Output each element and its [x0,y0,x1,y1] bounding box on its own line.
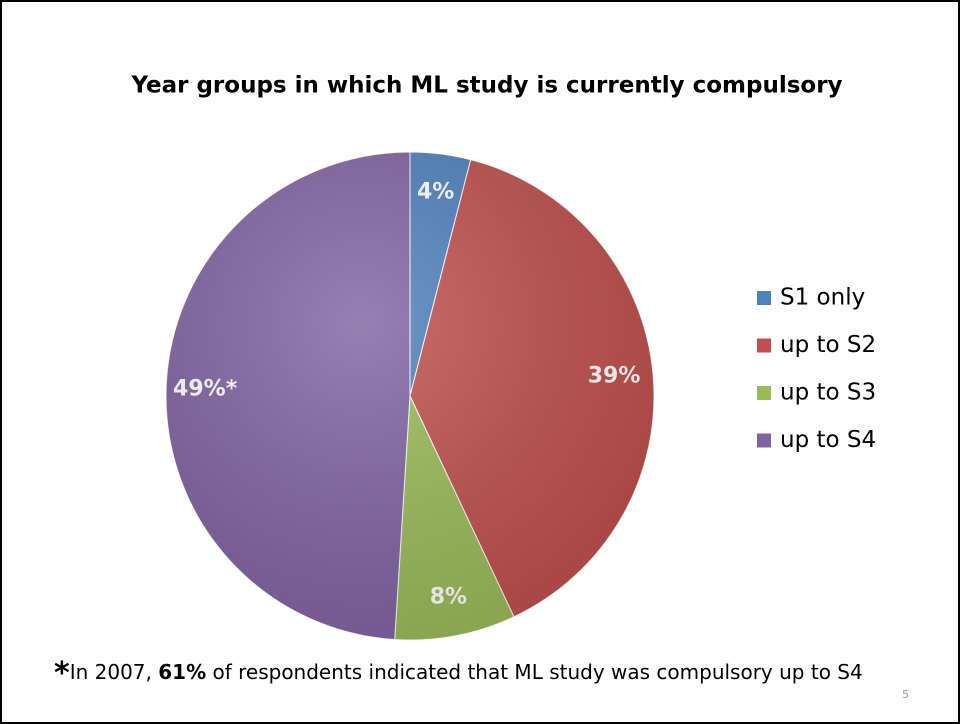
legend-label: up to S3 [780,380,876,406]
legend-swatch [757,338,771,353]
legend-label: S1 only [780,285,865,311]
legend-swatch [757,291,771,305]
legend-swatch [757,433,771,448]
footnote-text: In 2007, [69,660,159,684]
footnote-text: of respondents indicated that ML study w… [206,660,863,684]
data-label: 49%* [173,377,238,402]
chart-title: Year groups in which ML study is current… [130,73,842,99]
data-label: 39% [588,364,641,389]
page-number: 5 [902,688,909,701]
footnote: *In 2007, 61% of respondents indicated t… [54,656,863,691]
data-label: 4% [417,180,454,205]
footnote-bold: 61% [158,660,207,684]
footnote-star: * [54,656,70,691]
legend-label: up to S2 [780,332,876,358]
data-label: 8% [430,584,467,609]
legend-swatch [757,386,771,400]
legend-label: up to S4 [780,427,876,453]
